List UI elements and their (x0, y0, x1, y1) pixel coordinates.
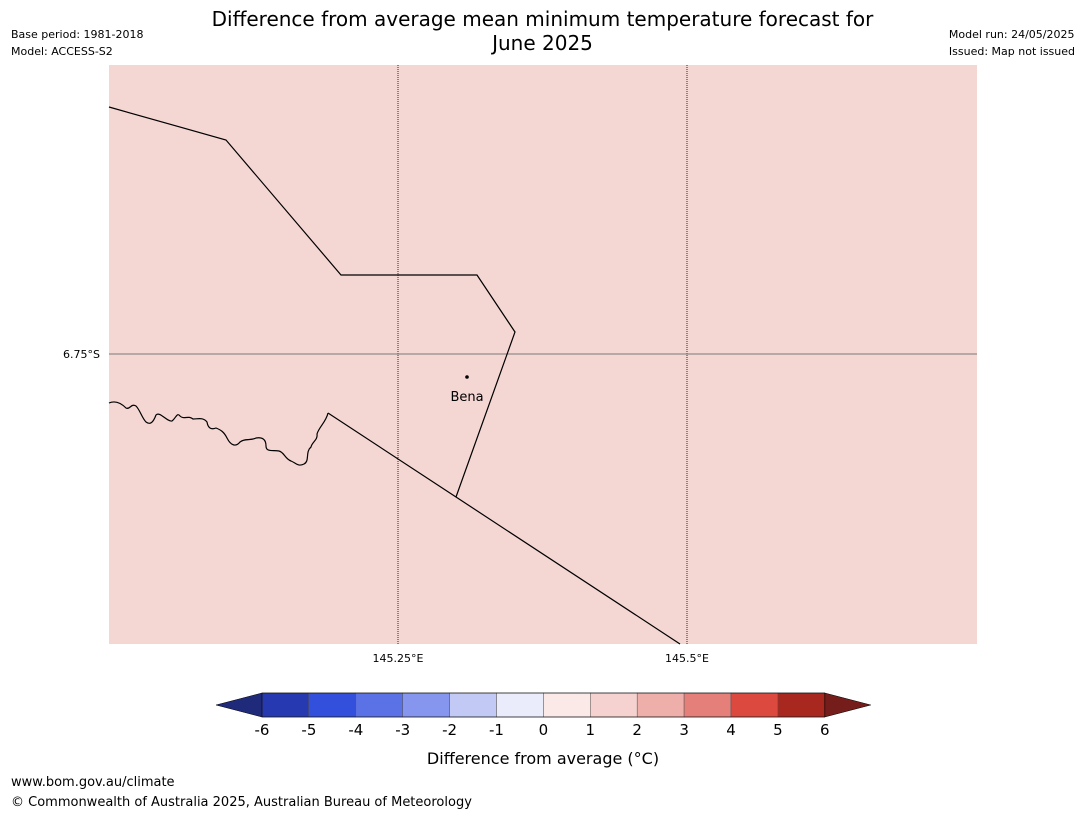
model-run: Model run: 24/05/2025 (948, 28, 1075, 41)
lat-label: 6.75°S (63, 348, 100, 361)
colorbar-swatch (402, 692, 450, 718)
colorbar-tick-label: -2 (442, 721, 457, 739)
colorbar-tick-label: -4 (348, 721, 363, 739)
colorbar-tick-label: 0 (539, 721, 549, 739)
colorbar-tick-label: 4 (726, 721, 736, 739)
town-marker-icon (465, 375, 469, 379)
lon-label-1: 145.25°E (373, 652, 424, 665)
base-period: Base period: 1981-2018 (11, 28, 144, 41)
model-name: Model: ACCESS-S2 (11, 45, 113, 58)
colorbar-tick-label: 2 (632, 721, 642, 739)
colorbar-swatch (636, 692, 685, 718)
meta-left: Base period: 1981-2018 Model: ACCESS-S2 (11, 26, 143, 60)
river-boundary (108, 401, 329, 466)
colorbar-min-arrow (215, 692, 263, 718)
title-line-2: June 2025 (492, 31, 593, 55)
colorbar-tick-label: -5 (301, 721, 316, 739)
colorbar-tick-label: 6 (820, 721, 830, 739)
province-boundary-south (327, 412, 681, 645)
colorbar-swatch (590, 692, 638, 718)
colorbar-swatch (449, 692, 497, 718)
colorbar-label: Difference from average (°C) (427, 749, 659, 768)
title-line-1: Difference from average mean minimum tem… (211, 7, 874, 31)
colorbar-tick-label: -6 (255, 721, 270, 739)
colorbar-swatch (261, 692, 310, 718)
colorbar-outline (261, 692, 826, 718)
town-label: Bena (450, 390, 483, 405)
colorbar-swatch (355, 692, 403, 718)
map-title: Difference from average mean minimum tem… (140, 7, 945, 55)
footer-copyright: © Commonwealth of Australia 2025, Austra… (11, 795, 472, 810)
colorbar-swatch (777, 692, 826, 718)
meta-right: Model run: 24/05/2025 Issued: Map not is… (949, 26, 1075, 60)
colorbar-tick-label: 5 (773, 721, 783, 739)
colorbar-tick-label: 1 (586, 721, 596, 739)
colorbar-swatch (683, 692, 732, 718)
province-boundary-north (108, 106, 516, 498)
colorbar-max-arrow (824, 692, 872, 718)
lon-label-2: 145.5°E (665, 652, 709, 665)
issued-status: Issued: Map not issued (948, 45, 1075, 58)
colorbar-swatch (496, 692, 544, 718)
colorbar-swatch (730, 692, 779, 718)
colorbar-swatches (215, 692, 872, 718)
colorbar-swatch (543, 692, 591, 718)
map-canvas: Bena 6.75°S 145.25°E 145.5°E (63, 65, 977, 665)
colorbar-tick-label: 3 (679, 721, 689, 739)
colorbar-swatch (308, 692, 357, 718)
colorbar-tick-label: -1 (489, 721, 504, 739)
footer-url[interactable]: www.bom.gov.au/climate (11, 775, 175, 790)
colorbar-tick-label: -3 (395, 721, 410, 739)
colorbar-ticks: -6 -5 -4 -3 -2 -1 0 1 2 3 4 5 6 (255, 721, 830, 739)
